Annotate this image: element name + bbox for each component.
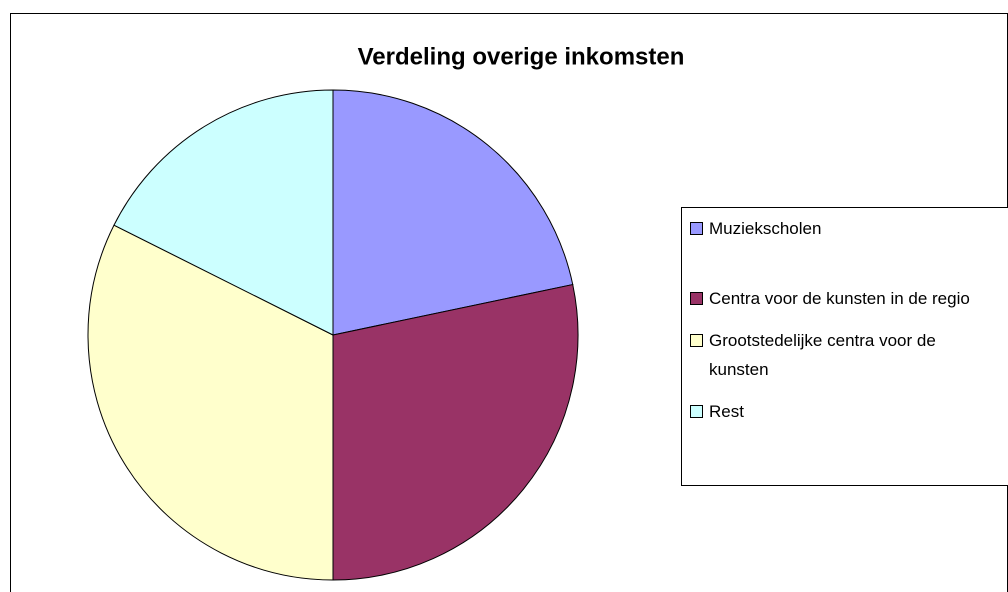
legend-swatch: [690, 292, 703, 305]
legend-swatch: [690, 334, 703, 347]
legend-label: Centra voor de kunsten in de regio: [709, 289, 970, 308]
legend-item: Muziekscholen: [690, 214, 990, 243]
legend-item: Centra voor de kunsten in de regio: [690, 284, 990, 313]
legend-label: Rest: [709, 402, 744, 421]
legend-swatch: [690, 222, 703, 235]
legend: Muziekscholen Centra voor de kunsten in d…: [690, 214, 990, 426]
pie-slice: [332, 89, 574, 336]
legend-label: Grootstedelijke centra voor de kunsten: [709, 331, 936, 379]
pie-slice: [332, 283, 579, 581]
legend-item: Rest: [690, 397, 990, 426]
legend-box: [681, 207, 1008, 486]
chart-title: Verdeling overige inkomsten: [358, 43, 685, 70]
legend-item: Grootstedelijke centra voor de kunsten: [690, 326, 990, 384]
legend-label: Muziekscholen: [709, 219, 822, 238]
pie-slice: [113, 89, 334, 336]
pie-slice: [87, 224, 334, 581]
legend-swatch: [690, 405, 703, 418]
